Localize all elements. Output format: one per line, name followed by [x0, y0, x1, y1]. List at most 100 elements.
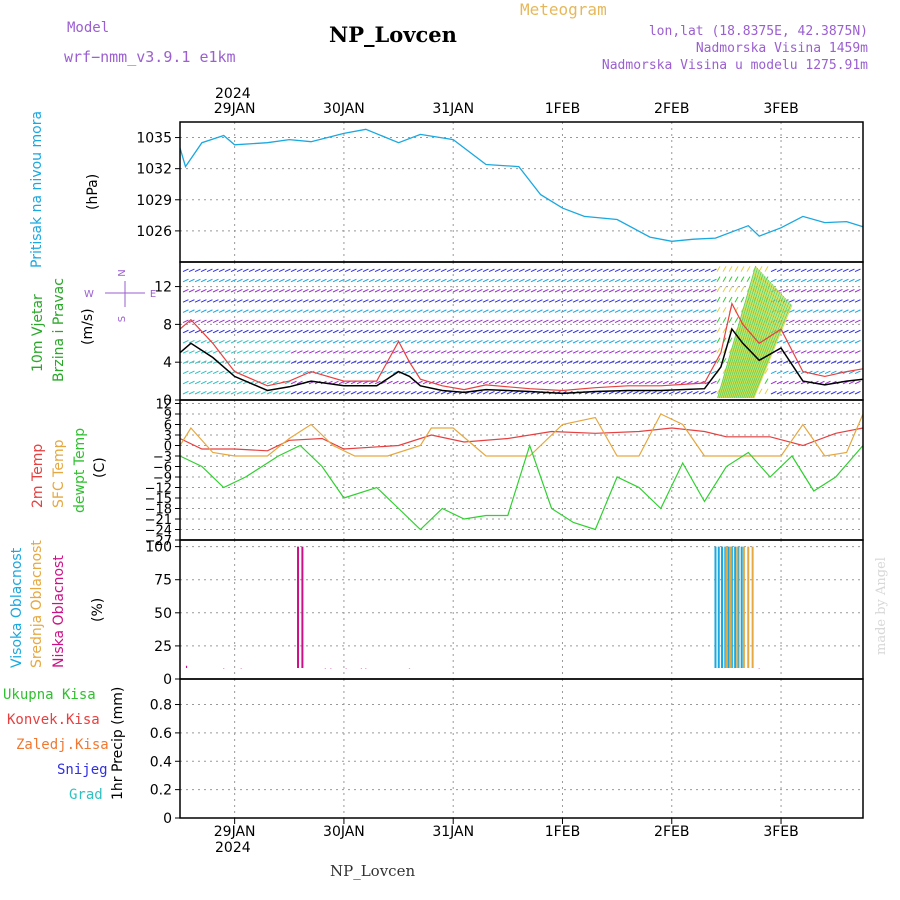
wind-barb [266, 370, 273, 375]
wind-barb [650, 268, 657, 273]
wind-barb [518, 299, 525, 303]
wind-barb [440, 370, 447, 375]
wind-barb [416, 299, 423, 303]
wind-barb [278, 309, 285, 313]
wind-barb [632, 309, 639, 313]
wind-barb [374, 350, 381, 354]
wind-barb [200, 391, 207, 395]
wind-gust-streak [735, 285, 775, 399]
signature: made by Angel [874, 557, 889, 655]
wind-barb [644, 329, 651, 334]
wind-barb [302, 268, 309, 273]
wind-barb [848, 391, 855, 395]
wind-barb [710, 278, 717, 283]
wind-barb [380, 309, 387, 313]
wind-barb [290, 350, 297, 354]
wind-barb [602, 309, 609, 313]
wind-barb [428, 289, 435, 293]
wind-barb [428, 391, 435, 395]
wind-barb [416, 309, 423, 313]
wind-barb [836, 340, 843, 344]
wind-barb [716, 388, 721, 395]
wind-barb [824, 360, 831, 364]
wind-barb [626, 319, 633, 324]
wind-barb [590, 299, 597, 303]
wind-barb [836, 319, 843, 324]
wind-barb [248, 299, 255, 303]
wind-barb [182, 350, 189, 354]
wind-barb [182, 380, 189, 385]
wind-barb [500, 289, 507, 293]
wind-barb [836, 329, 843, 334]
wind-barb [398, 268, 405, 273]
wind-barb [428, 340, 435, 344]
wind-barb [656, 380, 663, 385]
wind-barb [242, 370, 249, 375]
wind-barb [296, 391, 303, 395]
wind-barb [650, 380, 657, 385]
wind-barb [440, 380, 447, 385]
wind-barb [356, 309, 363, 313]
wind-barb [284, 350, 291, 354]
wind-barb [440, 278, 447, 283]
wind-barb [236, 309, 243, 313]
wind-barb [608, 380, 615, 385]
wind-barb [698, 340, 705, 344]
wind-barb [674, 299, 681, 303]
temperature-ytick-label: 12 [155, 398, 172, 413]
wind-barb [686, 370, 693, 375]
wind-barb [272, 299, 279, 303]
wind-barb [188, 268, 195, 273]
wind-barb [380, 319, 387, 324]
wind-barb [548, 268, 555, 273]
wind-barb [686, 329, 693, 334]
wind-barb [698, 278, 705, 283]
wind-barb [650, 350, 657, 354]
temp2m-axis-label: 2m Temp [30, 443, 46, 508]
wind-barb [686, 268, 693, 273]
wind-barb [464, 268, 471, 273]
wind-barb [632, 380, 639, 385]
wind-barb [350, 370, 357, 375]
wind-barb [698, 360, 705, 364]
wind-barb [632, 268, 639, 273]
wind-barb [422, 360, 429, 364]
wind-barb [638, 360, 645, 364]
wind-barb [386, 309, 393, 313]
wind-barb [278, 391, 285, 395]
wind-barb [374, 391, 381, 395]
wind-barb [680, 380, 687, 385]
precip-ytick-label: 0.2 [150, 783, 172, 799]
wind-barb [296, 268, 303, 273]
wind-barb [284, 319, 291, 324]
wind-barb [668, 360, 675, 364]
precip-ytick-label: 0.4 [150, 754, 172, 770]
wind-barb [602, 391, 609, 395]
wind-barb [422, 268, 429, 273]
wind-barb [680, 278, 687, 283]
wind-barb [470, 268, 477, 273]
wind-barb [776, 370, 783, 375]
wind-barb [308, 278, 315, 283]
wind-barb [218, 309, 225, 313]
precip-ytick-label: 0.6 [150, 726, 172, 742]
wind-barb [632, 329, 639, 334]
wind-ytick-label: 8 [163, 317, 172, 333]
wind-barb [620, 309, 627, 313]
wind-barb [782, 360, 789, 364]
wind-barb [410, 289, 417, 293]
wind-barb [566, 329, 573, 334]
precip-frame [179, 678, 864, 819]
wind-barb [806, 319, 813, 324]
wind-barb [830, 278, 837, 283]
wind-barb [704, 391, 711, 395]
wind-barb [764, 388, 769, 395]
wind-barb [260, 340, 267, 344]
wind-barb [674, 340, 681, 344]
wind-barb [806, 391, 813, 395]
wind-barb [392, 360, 399, 364]
wind-barb [260, 309, 267, 313]
wind-barb [284, 289, 291, 293]
wind-barb [224, 391, 231, 395]
day-label-top: 31JAN [432, 101, 474, 117]
